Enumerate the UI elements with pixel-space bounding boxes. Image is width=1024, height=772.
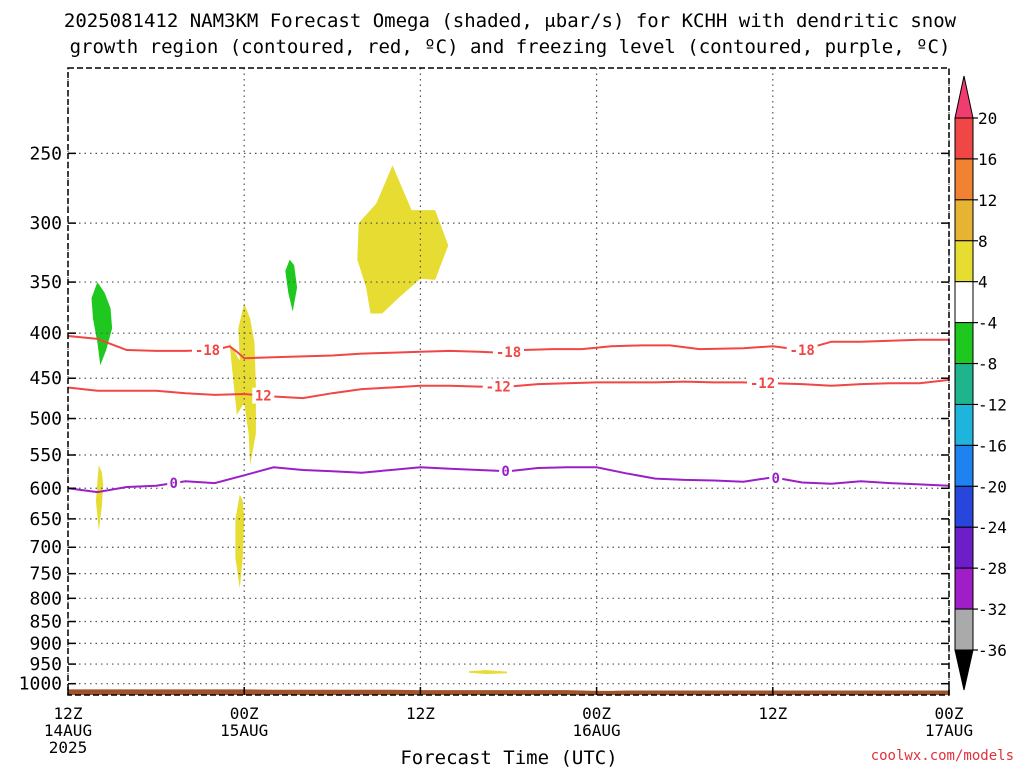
chart-title-line1: 2025081412 NAM3KM Forecast Omega (shaded… — [64, 10, 957, 32]
y-tick-label-950: 950 — [29, 654, 62, 675]
contour-label-bg-0-1 — [499, 463, 513, 480]
colorbar-label--8: -8 — [978, 355, 997, 374]
contour-label--12-0: 12 — [255, 389, 272, 405]
colorbar: 20 16 12 8 4 -4 -8 -12 -16 -20 -24 -28 -32 -36 — [954, 75, 1007, 691]
y-tick-label-750: 750 — [29, 564, 62, 585]
y-tick-label-1000: 1000 — [19, 674, 62, 695]
omega-region-yellow-omega-mid — [229, 303, 256, 466]
x-tick-label-36-1: 00Z — [582, 704, 611, 723]
colorbar-box-7 — [954, 403, 974, 446]
colorbar-box-2 — [954, 199, 974, 242]
x-tick-label-0-3: 2025 — [49, 738, 88, 757]
contour-label--18-2: -18 — [790, 343, 815, 359]
contour-label-bg--12-0 — [252, 387, 275, 404]
contour-label-bg--12-2 — [747, 374, 779, 391]
y-tick-label-850: 850 — [29, 612, 62, 633]
colorbar-label--32: -32 — [978, 600, 1007, 619]
colorbar-cap-bottom — [954, 649, 974, 691]
x-tick-label-60-2: 17AUG — [925, 721, 973, 740]
x-tick-label-36-2: 16AUG — [573, 721, 621, 740]
colorbar-box-8 — [954, 444, 974, 487]
contour-label-bg--18-1 — [493, 343, 524, 360]
x-tick-label-24-1: 12Z — [406, 704, 435, 723]
colorbar-label--16: -16 — [978, 436, 1007, 455]
y-tick-label-900: 900 — [29, 633, 62, 654]
colorbar-label--12: -12 — [978, 395, 1007, 414]
contour-label-0-1: 0 — [501, 464, 509, 480]
colorbar-label--28: -28 — [978, 559, 1007, 578]
colorbar-label-16: 16 — [978, 150, 997, 169]
colorbar-box-9 — [954, 485, 974, 528]
contour-label-0-0: 0 — [170, 476, 178, 492]
colorbar-box-4 — [954, 281, 974, 324]
contour-label-bg--12-1 — [482, 378, 514, 395]
contour-label--18-1: -18 — [496, 345, 521, 361]
colorbar-label--24: -24 — [978, 518, 1007, 537]
x-tick-label-12-2: 15AUG — [220, 721, 268, 740]
colorbar-box-3 — [954, 240, 974, 283]
plot-area: 2503003504004505005506006507007508008509… — [19, 67, 973, 757]
chart-title-line2: growth region (contoured, red, ºC) and f… — [70, 36, 951, 58]
x-tick-label-0-1: 12Z — [54, 704, 83, 723]
y-tick-label-250: 250 — [29, 143, 62, 164]
colorbar-box-6 — [954, 363, 974, 405]
y-tick-label-600: 600 — [29, 478, 62, 499]
colorbar-box-0 — [954, 117, 974, 160]
contour-label-bg--18-2 — [786, 342, 818, 359]
y-tick-label-550: 550 — [29, 445, 62, 466]
colorbar-box-12 — [954, 608, 974, 651]
source-credit: coolwx.com/models — [870, 748, 1014, 764]
contour-label-bg-0-2 — [769, 469, 783, 486]
x-tick-label-0-2: 14AUG — [44, 721, 92, 740]
colorbar-box-11 — [954, 567, 974, 610]
omega-region-yellow-omega-low-left — [95, 465, 104, 531]
colorbar-label-4: 4 — [978, 273, 988, 292]
x-tick-label-12-1: 00Z — [230, 704, 259, 723]
ground-surface — [68, 689, 949, 695]
colorbar-cap-top — [954, 75, 974, 119]
contour-label-bg-0-0 — [167, 475, 181, 492]
contour-label-bg--18-0 — [191, 342, 223, 359]
y-tick-label-800: 800 — [29, 588, 62, 609]
x-tick-label-48-1: 12Z — [758, 704, 787, 723]
y-tick-label-650: 650 — [29, 509, 62, 530]
contour-label--18-0: -18 — [195, 343, 220, 359]
omega-region-yellow-omega-top — [357, 165, 449, 314]
colorbar-box-1 — [954, 158, 974, 201]
colorbar-label--4: -4 — [978, 314, 997, 333]
x-axis-label: Forecast Time (UTC) — [400, 747, 617, 768]
colorbar-label-8: 8 — [978, 232, 988, 251]
y-tick-label-400: 400 — [29, 323, 62, 344]
omega-region-green-omega-2 — [285, 259, 298, 312]
omega-region-yellow-omega-low-mid — [235, 494, 245, 589]
colorbar-label-20: 20 — [978, 109, 997, 128]
colorbar-label-12: 12 — [978, 191, 997, 210]
x-tick-label-60-1: 00Z — [935, 704, 964, 723]
y-tick-label-450: 450 — [29, 368, 62, 389]
contour-label--12-1: -12 — [486, 380, 511, 396]
contour-label--12-2: -12 — [750, 376, 775, 392]
colorbar-box-5 — [954, 322, 974, 365]
omega-region-green-omega-1 — [91, 282, 113, 366]
plot-frame — [67, 67, 950, 696]
colorbar-label--20: -20 — [978, 477, 1007, 496]
y-tick-label-300: 300 — [29, 213, 62, 234]
colorbar-label--36: -36 — [978, 641, 1007, 660]
omega-region-yellow-omega-surface — [468, 670, 507, 674]
contour-label-0-2: 0 — [772, 471, 780, 487]
y-tick-label-350: 350 — [29, 272, 62, 293]
y-tick-label-500: 500 — [29, 409, 62, 430]
y-tick-label-700: 700 — [29, 537, 62, 558]
colorbar-box-10 — [954, 526, 974, 569]
